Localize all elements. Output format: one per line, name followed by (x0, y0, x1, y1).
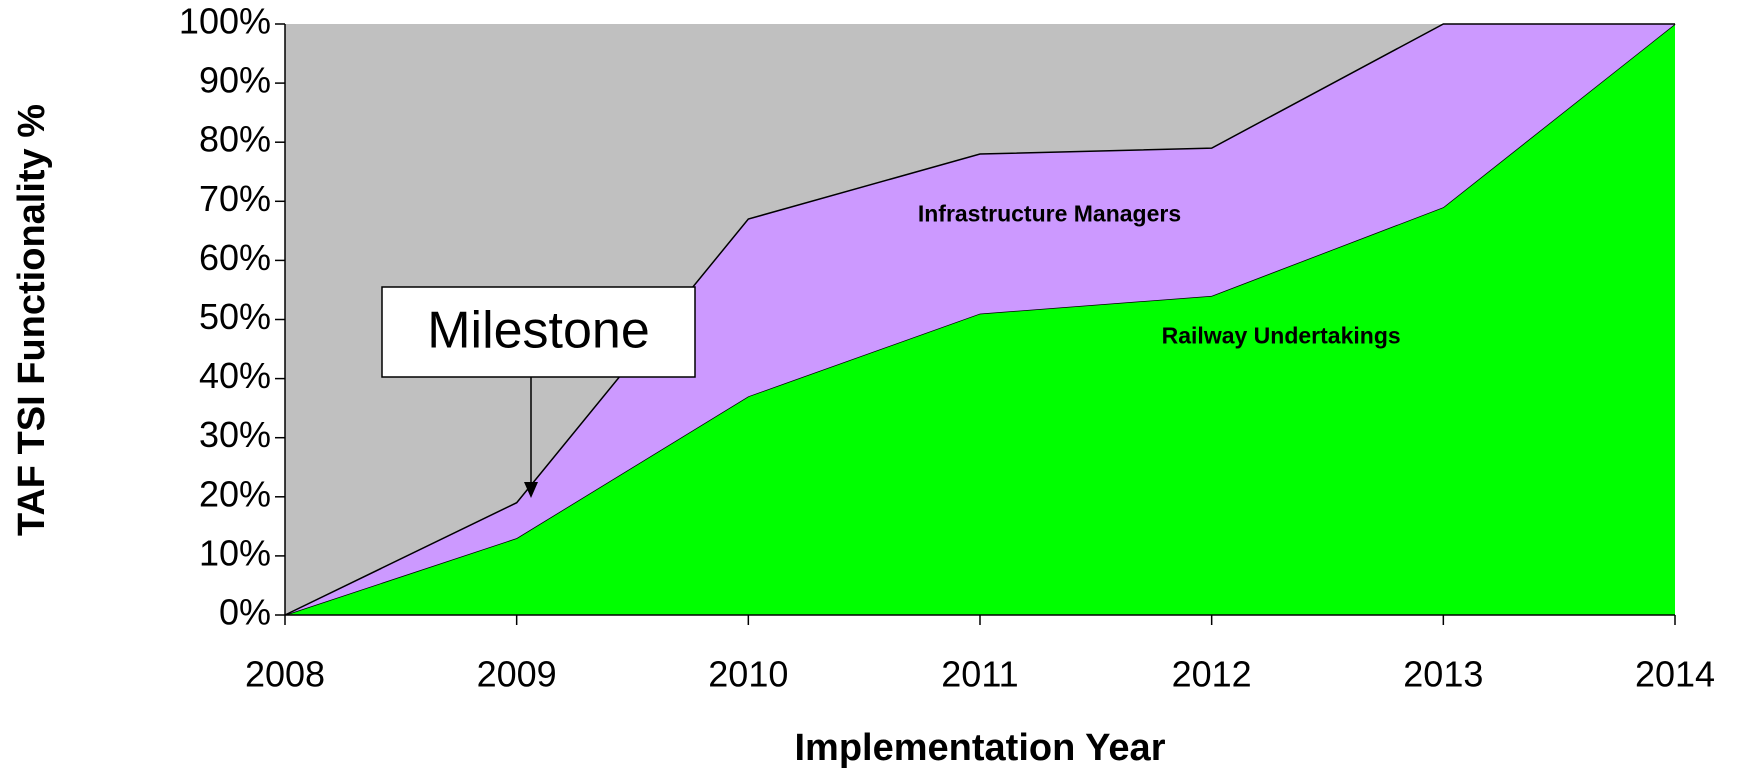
annotation-arrowhead (524, 482, 538, 498)
y-tick-label: 70% (199, 178, 271, 219)
y-tick-label: 80% (199, 119, 271, 160)
y-tick-label: 50% (199, 296, 271, 337)
y-tick-label: 30% (199, 414, 271, 455)
y-tick-label: 100% (179, 1, 271, 42)
x-axis-title: Implementation Year (795, 727, 1166, 769)
y-tick-label: 0% (219, 592, 271, 633)
y-tick-label: 20% (199, 473, 271, 514)
x-tick-label: 2009 (477, 654, 557, 695)
y-tick-label: 90% (199, 60, 271, 101)
y-axis-title: TAF TSI Functionality % (11, 104, 53, 536)
x-tick-label: 2010 (708, 654, 788, 695)
y-tick-label: 40% (199, 355, 271, 396)
x-tick-label: 2012 (1172, 654, 1252, 695)
x-tick-label: 2008 (245, 654, 325, 695)
series-label: Infrastructure Managers (918, 201, 1181, 227)
series-label: Railway Undertakings (1162, 322, 1401, 348)
annotation-text: Milestone (427, 302, 650, 360)
x-tick-label: 2013 (1403, 654, 1483, 695)
x-tick-label: 2011 (941, 654, 1018, 695)
annotation-box (381, 286, 696, 378)
y-tick-label: 60% (199, 237, 271, 278)
x-tick-label: 2014 (1635, 654, 1715, 695)
y-tick-label: 10% (199, 532, 271, 573)
area-edge (284, 23, 1675, 616)
area (285, 24, 1675, 615)
